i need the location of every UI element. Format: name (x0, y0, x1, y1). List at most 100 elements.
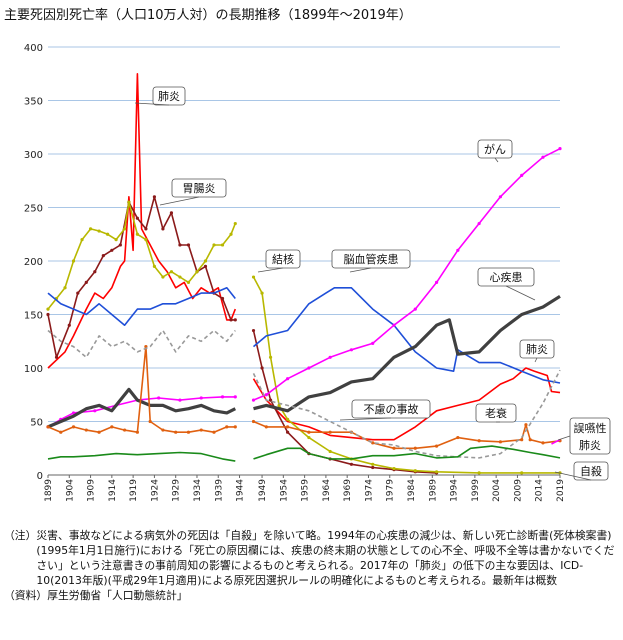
series-line-goen (551, 438, 561, 445)
series-line-noukekkan (47, 287, 236, 326)
data-point-furyo (520, 438, 524, 442)
data-point-ichou (135, 216, 139, 220)
data-point-kekkaku (477, 471, 481, 475)
data-point-kekkaku (434, 470, 439, 474)
callout-label-noukekkan: 脳血管疾患 (344, 252, 399, 266)
series-line-gan (253, 147, 561, 401)
data-point-furyo (199, 428, 203, 432)
callout-label-ichou: 胃腸炎 (183, 182, 216, 195)
footnotes: （注） 災害、事故などによる病気外の死因は「自殺」を除いて略。1994年の心疾患… (4, 528, 616, 603)
data-point-gan (71, 411, 76, 415)
data-point-kekkaku (135, 232, 139, 236)
data-point-gan (371, 341, 375, 345)
data-point-kekkaku (220, 243, 225, 247)
y-tick-label: 250 (24, 204, 43, 215)
data-point-ichou (118, 243, 122, 247)
data-point-kekkaku (520, 471, 524, 475)
callout-label-rousui: 老衰 (485, 406, 507, 420)
data-point-furyo (225, 425, 229, 429)
data-point-kekkaku (114, 238, 118, 242)
data-point-furyo (59, 430, 63, 434)
data-point-ichou (67, 323, 71, 327)
callout-pointer-furyo (339, 417, 392, 421)
callout-label-haien: 肺炎 (158, 90, 180, 103)
callout-pointer-kekkaku (257, 267, 284, 273)
data-point-ichou (233, 318, 237, 322)
data-point-gan (157, 396, 161, 400)
data-point-kekkaku (88, 227, 93, 231)
data-point-kekkaku (105, 232, 110, 236)
data-point-furyo (233, 425, 237, 429)
x-tick-label: 1994 (450, 479, 460, 502)
data-point-furyo (328, 430, 332, 434)
series-line-haien (47, 73, 237, 369)
callout-pointer-shinshikkan (505, 285, 536, 301)
data-point-kekkaku (195, 270, 199, 274)
data-point-furyo (413, 446, 417, 450)
data-point-kekkaku (229, 232, 233, 236)
data-point-kekkaku (127, 200, 131, 204)
data-point-furyo (186, 430, 191, 434)
data-point-furyo (110, 425, 114, 429)
data-point-furyo (528, 438, 532, 442)
callout-label-goen1: 誤嚥性 (574, 421, 607, 435)
y-tick-label: 50 (30, 418, 43, 429)
data-point-ichou (203, 264, 208, 268)
series-line-noukekkan (252, 287, 561, 384)
data-point-gan (307, 366, 311, 370)
data-point-furyo (161, 428, 165, 432)
data-point-ichou (110, 248, 114, 252)
data-point-kekkaku (328, 449, 332, 454)
data-point-kekkaku (285, 417, 290, 421)
callout-pointer-haien (134, 102, 170, 106)
series-line-rousui (252, 369, 561, 459)
x-tick-label: 1969 (343, 479, 353, 502)
data-point-kekkaku (97, 229, 101, 233)
data-point-gan (477, 221, 481, 226)
data-point-furyo (285, 425, 290, 429)
source-body: 厚生労働省「人口動態統計」 (47, 589, 188, 602)
x-tick-label: 1904 (65, 479, 75, 502)
x-tick-label: 2009 (513, 479, 523, 502)
x-tick-label: 1944 (236, 479, 246, 502)
source-head: （資料） (4, 589, 48, 602)
x-tick-label: 1964 (322, 479, 332, 502)
data-point-kekkaku (212, 243, 216, 247)
x-tick-label: 1959 (301, 479, 311, 502)
x-tick-label: 1929 (172, 479, 182, 502)
x-tick-label: 1924 (150, 479, 160, 502)
series-line-kekkaku (47, 201, 237, 310)
callout-pointer-gan (494, 157, 499, 163)
x-tick-label: 1989 (428, 479, 438, 502)
data-point-gan (349, 348, 354, 352)
data-point-ichou (54, 355, 59, 359)
data-point-kekkaku (46, 307, 50, 311)
x-tick-label: 1949 (258, 479, 268, 502)
data-point-ichou (220, 296, 225, 301)
data-point-kekkaku (233, 221, 237, 226)
data-point-furyo (135, 430, 139, 434)
callout-label-kekkaku: 結核 (272, 252, 294, 266)
data-point-gan (520, 173, 524, 177)
line-chart: 0 50 100 150 200 250 300 350 400 1899 1904 1909 1914… (24, 43, 611, 502)
data-point-furyo (251, 419, 256, 424)
data-point-ichou (144, 227, 148, 231)
y-tick-label: 400 (24, 43, 43, 54)
data-point-ichou (152, 195, 157, 199)
data-point-ichou (186, 243, 191, 247)
x-tick-label: 2004 (492, 479, 502, 502)
y-tick-label: 150 (24, 311, 43, 322)
data-point-gan (413, 307, 417, 311)
chart-title: 主要死因別死亡率（人口10万人対）の長期推移（1899年～2019年） (4, 8, 412, 23)
x-tick-label: 1954 (279, 479, 289, 502)
data-point-furyo (148, 419, 152, 424)
data-point-gan (233, 395, 237, 399)
x-tick-label: 1984 (407, 479, 417, 502)
data-point-ichou (285, 430, 290, 434)
data-point-gan (498, 195, 503, 199)
data-point-furyo (498, 440, 503, 444)
series-line-jisatsu (47, 451, 236, 462)
y-tick-label: 300 (24, 150, 43, 161)
data-point-kekkaku (152, 264, 157, 268)
data-point-furyo (477, 439, 481, 443)
